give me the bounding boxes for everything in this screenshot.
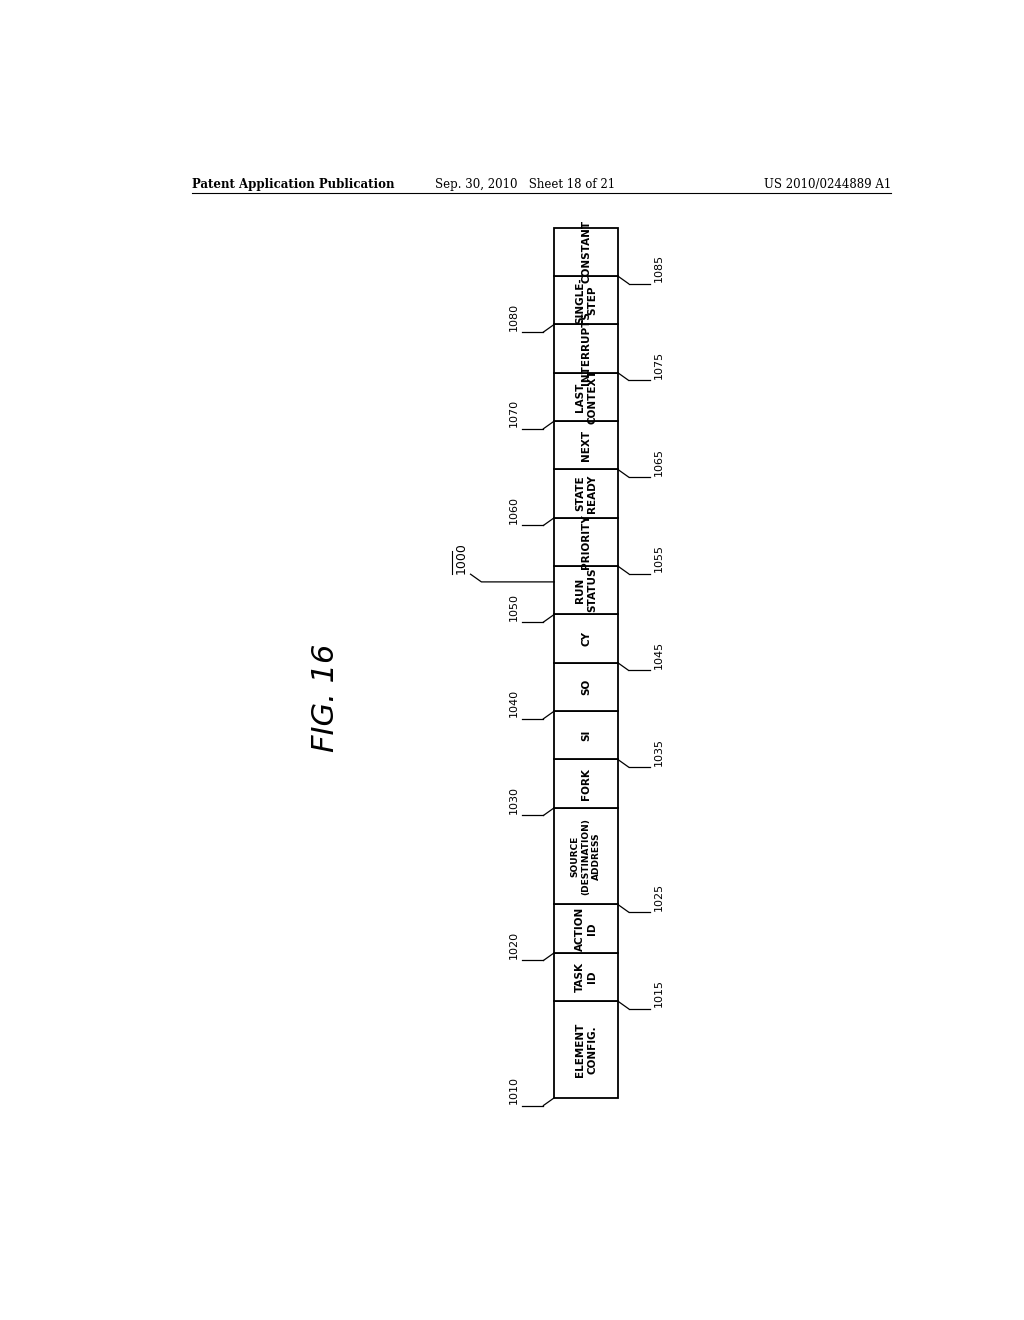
Text: 1065: 1065 bbox=[653, 447, 664, 475]
Text: LAST
CONTEXT: LAST CONTEXT bbox=[575, 370, 597, 424]
Bar bbox=[554, 1001, 617, 1098]
Text: SO: SO bbox=[581, 678, 591, 696]
Text: 1030: 1030 bbox=[509, 785, 518, 814]
Text: FORK: FORK bbox=[581, 768, 591, 800]
Bar bbox=[554, 372, 617, 421]
Bar bbox=[554, 470, 617, 517]
Text: CONSTANT: CONSTANT bbox=[581, 220, 591, 284]
Text: 1060: 1060 bbox=[509, 496, 518, 524]
Text: 1085: 1085 bbox=[653, 253, 664, 282]
Text: ELEMENT
CONFIG.: ELEMENT CONFIG. bbox=[575, 1022, 597, 1077]
Bar bbox=[554, 227, 617, 276]
Text: 1050: 1050 bbox=[509, 593, 518, 620]
Bar bbox=[554, 421, 617, 470]
Bar bbox=[554, 759, 617, 808]
Text: 1075: 1075 bbox=[653, 351, 664, 379]
Text: Sep. 30, 2010   Sheet 18 of 21: Sep. 30, 2010 Sheet 18 of 21 bbox=[435, 178, 614, 190]
Bar bbox=[554, 808, 617, 904]
Text: SINGLE-
STEP: SINGLE- STEP bbox=[575, 277, 597, 323]
Text: 1045: 1045 bbox=[653, 640, 664, 669]
Text: 1070: 1070 bbox=[509, 399, 518, 428]
Bar bbox=[554, 325, 617, 372]
Text: ACTION
ID: ACTION ID bbox=[575, 907, 597, 950]
Bar bbox=[554, 953, 617, 1001]
Text: CY: CY bbox=[581, 631, 591, 645]
Text: SI: SI bbox=[581, 730, 591, 741]
Text: SOURCE
(DESTINATION)
ADDRESS: SOURCE (DESTINATION) ADDRESS bbox=[570, 817, 601, 895]
Bar bbox=[554, 904, 617, 953]
Text: PRIORITY: PRIORITY bbox=[581, 515, 591, 569]
Bar bbox=[554, 663, 617, 711]
Text: 1035: 1035 bbox=[653, 738, 664, 766]
Text: US 2010/0244889 A1: US 2010/0244889 A1 bbox=[764, 178, 891, 190]
Text: STATE
READY: STATE READY bbox=[575, 474, 597, 512]
Text: 1020: 1020 bbox=[509, 931, 518, 958]
Bar bbox=[554, 614, 617, 663]
Bar bbox=[554, 276, 617, 325]
Text: NEXT: NEXT bbox=[581, 430, 591, 461]
Text: 1080: 1080 bbox=[509, 302, 518, 330]
Text: 1040: 1040 bbox=[509, 689, 518, 717]
Text: INTERRUPTS: INTERRUPTS bbox=[581, 312, 591, 385]
Text: 1010: 1010 bbox=[509, 1076, 518, 1104]
Text: Patent Application Publication: Patent Application Publication bbox=[191, 178, 394, 190]
Text: 1000: 1000 bbox=[455, 543, 468, 574]
Text: 1055: 1055 bbox=[653, 544, 664, 573]
Text: FIG. 16: FIG. 16 bbox=[311, 643, 340, 751]
Bar bbox=[554, 566, 617, 614]
Text: RUN
STATUS: RUN STATUS bbox=[575, 568, 597, 612]
Text: 1015: 1015 bbox=[653, 979, 664, 1007]
Text: TASK
ID: TASK ID bbox=[575, 962, 597, 991]
Bar bbox=[554, 711, 617, 759]
Text: 1025: 1025 bbox=[653, 883, 664, 911]
Bar bbox=[554, 517, 617, 566]
